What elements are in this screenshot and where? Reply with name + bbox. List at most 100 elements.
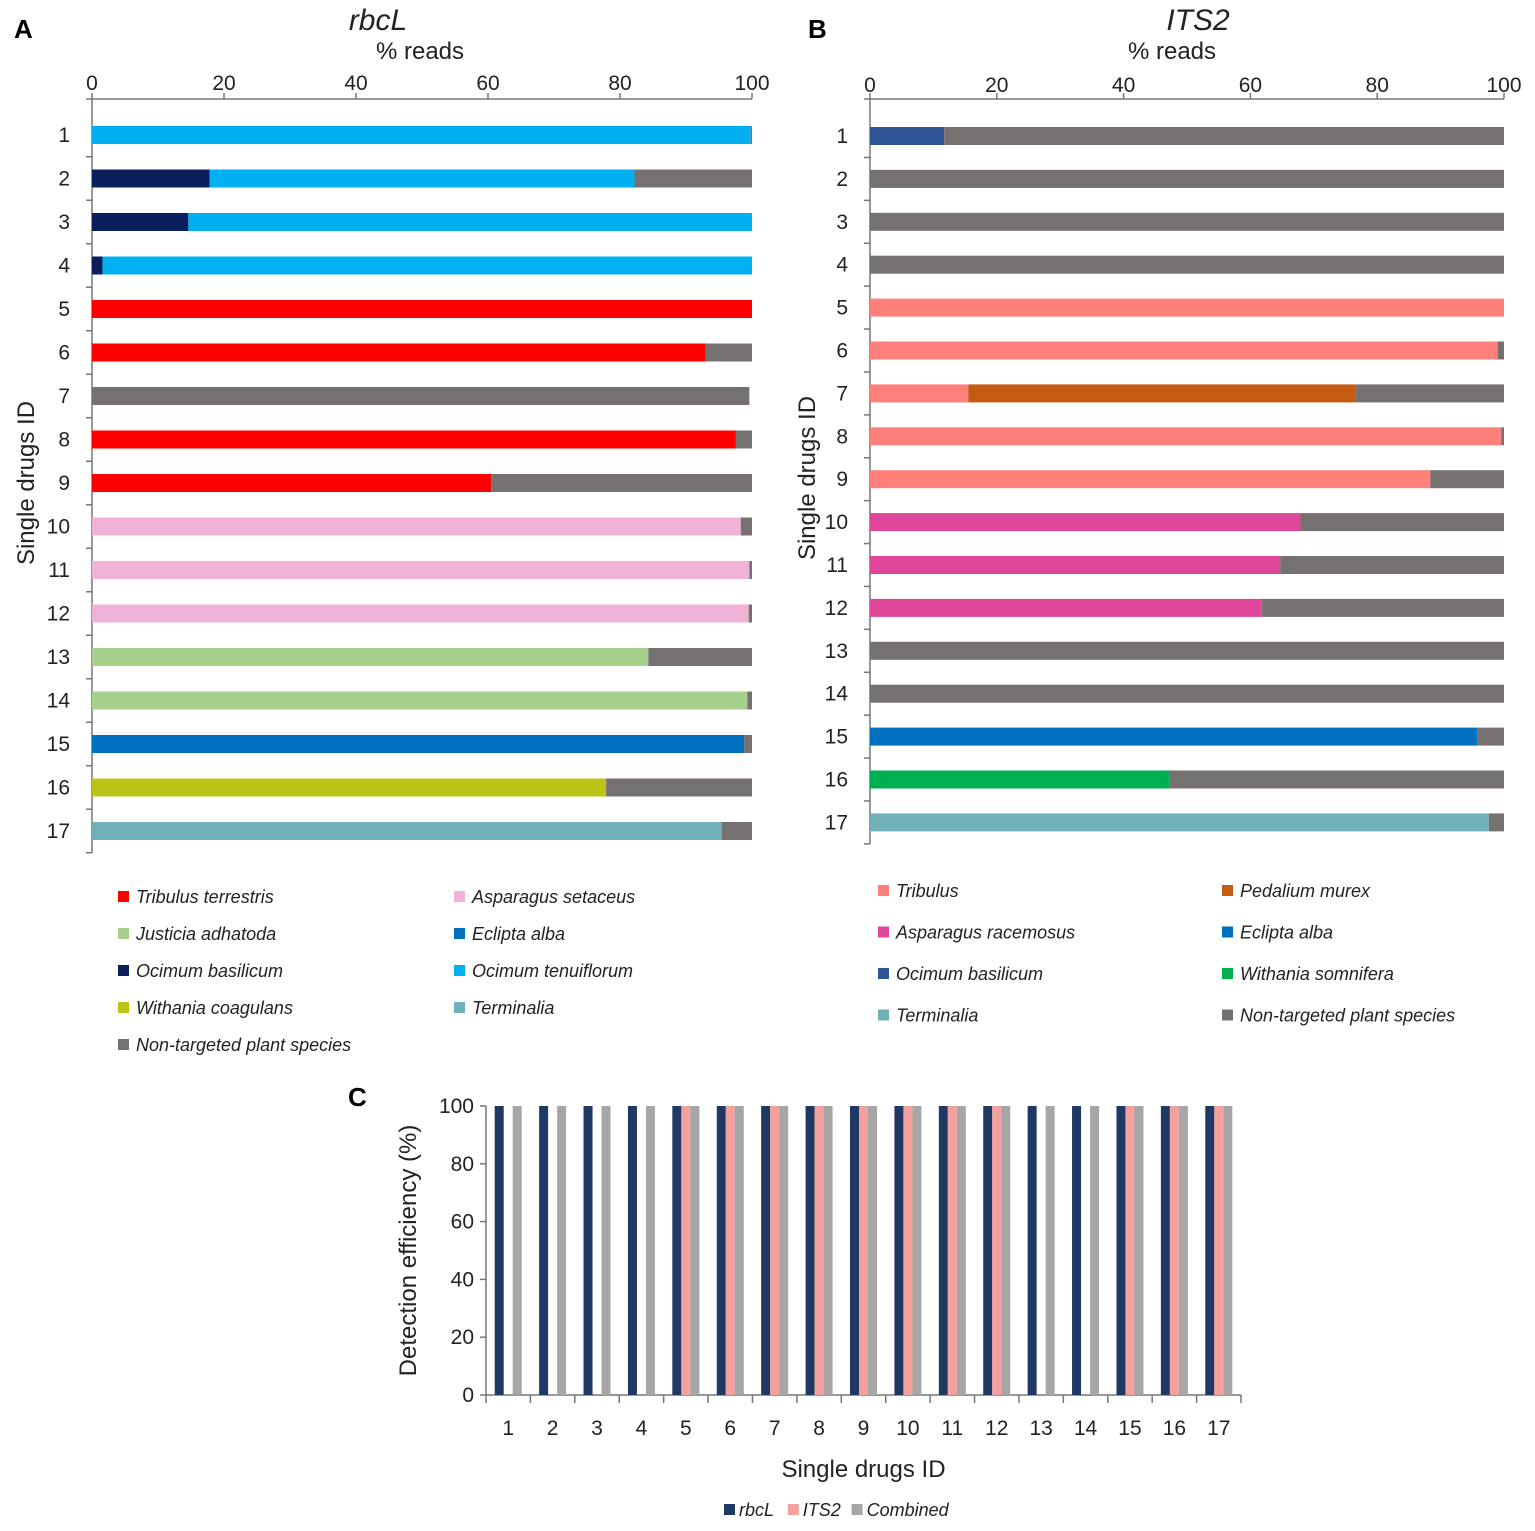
legend-b: Tribulus Pedalium murex Asparagus racemosu… bbox=[878, 881, 1455, 1026]
legend-swatch-withania-somnifera bbox=[1222, 968, 1233, 979]
x-tick-label: 6 bbox=[724, 1417, 736, 1440]
legend-label-non-targeted-plant-species: Non-targeted plant species bbox=[1240, 1006, 1455, 1026]
bar-its2-7 bbox=[770, 1106, 780, 1395]
bar-ocimum-basilicum-4 bbox=[92, 256, 103, 275]
bar-combined-2 bbox=[557, 1106, 567, 1395]
legend-label-withania-somnifera: Withania somnifera bbox=[1240, 964, 1394, 984]
bar-non-targeted-plant-species-16 bbox=[1169, 770, 1504, 789]
panel-label-b: B bbox=[808, 14, 827, 44]
legend-swatch-combined bbox=[851, 1504, 863, 1515]
bar-non-targeted-plant-species-3 bbox=[870, 212, 1504, 231]
x-tick-label: 20 bbox=[985, 74, 1008, 97]
bar-non-targeted-plant-species-8 bbox=[735, 430, 752, 449]
bar-rbcl-6 bbox=[716, 1106, 726, 1395]
y-tick-label: 8 bbox=[58, 429, 70, 452]
y-tick-label: 3 bbox=[58, 211, 70, 234]
legend-label-terminalia: Terminalia bbox=[472, 998, 554, 1018]
legend-label-tribulus-terrestris: Tribulus terrestris bbox=[136, 887, 274, 907]
x-tick-label: 60 bbox=[1239, 74, 1262, 97]
bar-ocimum-tenuiflorum-1 bbox=[92, 126, 751, 144]
bar-non-targeted-plant-species-2 bbox=[870, 169, 1504, 188]
bar-non-targeted-plant-species-14 bbox=[870, 684, 1504, 703]
legend-label-eclipta-alba: Eclipta alba bbox=[472, 924, 565, 944]
x-tick-label: 5 bbox=[680, 1417, 692, 1440]
bar-non-targeted-plant-species-7 bbox=[1355, 384, 1504, 403]
bar-its2-12 bbox=[992, 1106, 1002, 1395]
bar-combined-16 bbox=[1178, 1106, 1188, 1395]
bar-tribulus-terrestris-6 bbox=[92, 343, 706, 362]
y-tick-label: 6 bbox=[836, 340, 848, 363]
legend-swatch-asparagus-setaceus bbox=[454, 891, 465, 902]
bar-non-targeted-plant-species-15 bbox=[1477, 727, 1504, 746]
x-tick-label: 11 bbox=[941, 1417, 963, 1440]
legend-label-asparagus-setaceus: Asparagus setaceus bbox=[471, 887, 635, 907]
legend-label-withania-coagulans: Withania coagulans bbox=[136, 998, 293, 1018]
bar-non-targeted-plant-species-2 bbox=[634, 169, 752, 188]
x-tick-label: 9 bbox=[858, 1417, 870, 1440]
x-tick-label: 4 bbox=[636, 1417, 648, 1440]
bar-non-targeted-plant-species-6 bbox=[705, 343, 752, 362]
y-tick-label: 15 bbox=[825, 726, 848, 749]
bar-ocimum-tenuiflorum-3 bbox=[188, 213, 753, 231]
bar-its2-16 bbox=[1169, 1106, 1179, 1395]
bar-tribulus-7 bbox=[870, 384, 969, 403]
legend-swatch-eclipta-alba bbox=[454, 928, 465, 939]
bar-tribulus-terrestris-5 bbox=[92, 300, 752, 318]
bar-non-targeted-plant-species-11 bbox=[749, 561, 752, 579]
y-tick-label: 5 bbox=[58, 298, 70, 321]
bar-withania-somnifera-16 bbox=[870, 770, 1170, 789]
bar-non-targeted-plant-species-9 bbox=[1430, 470, 1504, 489]
bar-combined-10 bbox=[912, 1106, 922, 1395]
bar-non-targeted-plant-species-9 bbox=[491, 474, 752, 492]
bar-ocimum-basilicum-3 bbox=[92, 213, 189, 231]
bar-combined-15 bbox=[1134, 1106, 1144, 1395]
panel-label-c: C bbox=[348, 1082, 367, 1112]
bar-combined-1 bbox=[512, 1106, 522, 1395]
x-tick-label: 100 bbox=[734, 72, 769, 95]
bar-its2-9 bbox=[859, 1106, 868, 1395]
y-tick-label: 16 bbox=[47, 777, 70, 800]
y-tick-label: 40 bbox=[451, 1268, 474, 1291]
y-axis-label: Detection efficiency (%) bbox=[395, 1125, 422, 1377]
bar-rbcl-13 bbox=[1027, 1106, 1037, 1395]
bar-non-targeted-plant-species-13 bbox=[648, 648, 752, 666]
legend-label-non-targeted-plant-species: Non-targeted plant species bbox=[136, 1035, 351, 1055]
bar-pedalium-murex-7 bbox=[968, 384, 1356, 403]
bar-non-targeted-plant-species-1 bbox=[750, 126, 752, 144]
bar-its2-5 bbox=[681, 1106, 691, 1395]
bar-rbcl-15 bbox=[1116, 1106, 1126, 1395]
x-tick-label: 20 bbox=[212, 72, 235, 95]
x-axis-label: Single drugs ID bbox=[781, 1456, 945, 1483]
legend-label-combined: Combined bbox=[867, 1500, 950, 1520]
legend-swatch-its2 bbox=[787, 1504, 799, 1515]
bar-rbcl-16 bbox=[1160, 1106, 1170, 1395]
x-tick-label: 40 bbox=[344, 72, 367, 95]
bar-rbcl-11 bbox=[938, 1106, 948, 1395]
legend-label-terminalia: Terminalia bbox=[896, 1006, 978, 1026]
legend-swatch-ocimum-basilicum bbox=[118, 965, 129, 976]
bar-ocimum-tenuiflorum-4 bbox=[102, 256, 752, 275]
y-tick-label: 14 bbox=[825, 683, 849, 706]
y-tick-label: 13 bbox=[47, 646, 70, 669]
bar-tribulus-9 bbox=[870, 470, 1431, 489]
legend-c: rbcL ITS2 Combined bbox=[724, 1500, 950, 1520]
y-tick-label: 60 bbox=[451, 1211, 474, 1234]
bar-combined-4 bbox=[645, 1106, 655, 1395]
x-tick-label: 17 bbox=[1207, 1417, 1230, 1440]
x-tick-label: 16 bbox=[1163, 1417, 1186, 1440]
legend-swatch-justicia-adhatoda bbox=[118, 928, 129, 939]
bar-combined-9 bbox=[868, 1106, 877, 1395]
y-tick-label: 1 bbox=[836, 125, 848, 148]
x-tick-label: 40 bbox=[1112, 74, 1135, 97]
bar-asparagus-racemosus-10 bbox=[870, 513, 1301, 532]
bar-tribulus-5 bbox=[870, 298, 1504, 317]
bar-combined-13 bbox=[1045, 1106, 1055, 1395]
y-tick-label: 9 bbox=[836, 468, 848, 491]
legend-label-its2: ITS2 bbox=[803, 1500, 841, 1520]
bar-its2-17 bbox=[1214, 1106, 1224, 1395]
legend-swatch-eclipta-alba bbox=[1222, 926, 1233, 938]
bar-non-targeted-plant-species-15 bbox=[744, 735, 752, 753]
bar-non-targeted-plant-species-16 bbox=[606, 778, 752, 797]
legend-swatch-pedalium-murex bbox=[1222, 885, 1233, 896]
